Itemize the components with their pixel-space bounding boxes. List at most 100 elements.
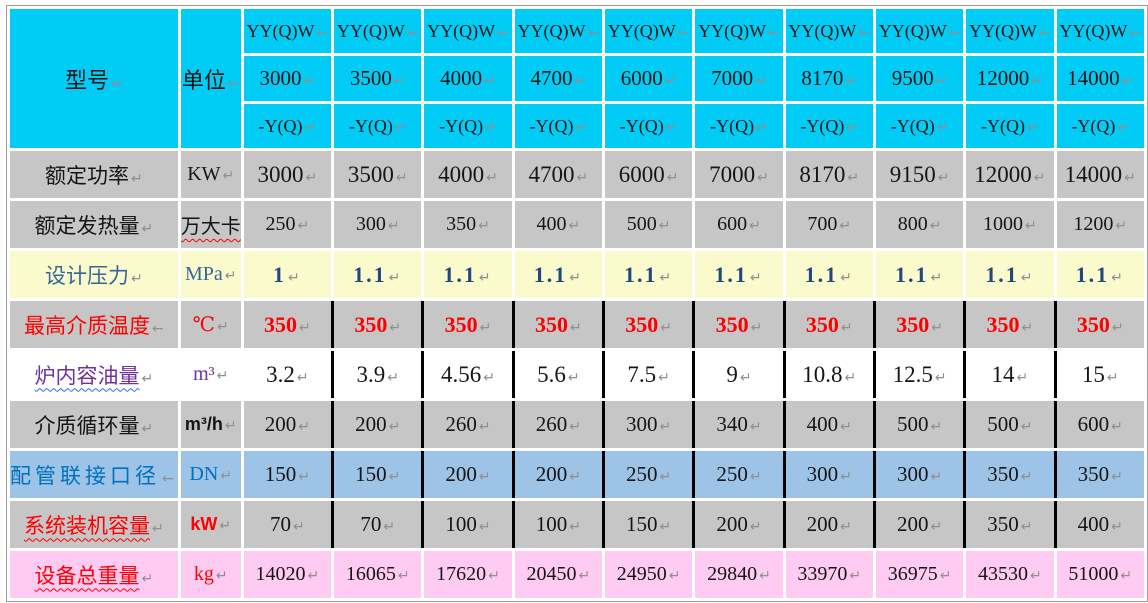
- cell-max-medium-temperature-8170[interactable]: 350 ↵: [785, 301, 873, 348]
- cell-design-pressure-3500[interactable]: 1.1 ↵: [334, 251, 422, 298]
- cell-total-equipment-weight-7000[interactable]: 29840 ↵: [695, 551, 783, 598]
- row-label-pipe-connection-diameter[interactable]: 配管联接口径 ←: [10, 451, 178, 498]
- cell-furnace-oil-volume-8170[interactable]: 10.8 ↵: [785, 351, 873, 398]
- header-series-prefix-7000[interactable]: YY(Q)W ←: [695, 9, 783, 53]
- header-series-suffix-14000[interactable]: -Y(Q) ↵: [1056, 104, 1144, 148]
- cell-system-installed-capacity-4700[interactable]: 100 ↵: [514, 501, 602, 548]
- cell-rated-power-3500[interactable]: 3500 ↵: [334, 151, 422, 198]
- cell-furnace-oil-volume-4000[interactable]: 4.56 ↵: [424, 351, 512, 398]
- cell-medium-circulation-3500[interactable]: 200 ↵: [334, 401, 422, 448]
- cell-max-medium-temperature-4700[interactable]: 350 ↵: [514, 301, 602, 348]
- cell-design-pressure-8170[interactable]: 1.1 ↵: [785, 251, 873, 298]
- cell-pipe-connection-diameter-6000[interactable]: 250 ↵: [604, 451, 693, 498]
- cell-design-pressure-4700[interactable]: 1.1 ↵: [514, 251, 602, 298]
- cell-max-medium-temperature-4000[interactable]: 350 ↵: [424, 301, 512, 348]
- row-label-rated-power[interactable]: 额定功率 ↵: [10, 151, 178, 198]
- cell-medium-circulation-4000[interactable]: 260 ↵: [424, 401, 512, 448]
- cell-rated-power-3000[interactable]: 3000 ↵: [243, 151, 332, 198]
- cell-max-medium-temperature-9500[interactable]: 350 ↵: [875, 301, 964, 348]
- cell-rated-heat-output-8170[interactable]: 700 ↵: [785, 201, 873, 248]
- row-unit-max-medium-temperature[interactable]: ℃ ↵: [180, 301, 241, 348]
- header-series-suffix-12000[interactable]: -Y(Q) ↵: [966, 104, 1054, 148]
- cell-total-equipment-weight-6000[interactable]: 24950 ↵: [604, 551, 693, 598]
- row-label-total-equipment-weight[interactable]: 设备总重量 ↵: [10, 551, 178, 598]
- cell-rated-power-6000[interactable]: 6000 ↵: [604, 151, 693, 198]
- cell-pipe-connection-diameter-8170[interactable]: 300 ↵: [785, 451, 873, 498]
- cell-rated-power-7000[interactable]: 7000 ↵: [695, 151, 783, 198]
- cell-system-installed-capacity-6000[interactable]: 150 ↵: [604, 501, 693, 548]
- cell-rated-heat-output-3000[interactable]: 250 ↵: [243, 201, 332, 248]
- cell-max-medium-temperature-3500[interactable]: 350 ↵: [334, 301, 422, 348]
- cell-furnace-oil-volume-3000[interactable]: 3.2 ↵: [243, 351, 332, 398]
- row-unit-furnace-oil-volume[interactable]: m³ ↵: [180, 351, 241, 398]
- header-model-3500[interactable]: 3500 ↵: [334, 56, 422, 101]
- cell-rated-heat-output-4000[interactable]: 350 ↵: [424, 201, 512, 248]
- cell-rated-heat-output-4700[interactable]: 400 ↵: [514, 201, 602, 248]
- cell-furnace-oil-volume-14000[interactable]: 15 ↵: [1056, 351, 1144, 398]
- cell-system-installed-capacity-7000[interactable]: 200 ↵: [695, 501, 783, 548]
- header-series-prefix-8170[interactable]: YY(Q)W ←: [785, 9, 873, 53]
- cell-total-equipment-weight-12000[interactable]: 43530 ↵: [966, 551, 1054, 598]
- header-model-label[interactable]: 型号 ↵: [10, 9, 178, 148]
- cell-max-medium-temperature-6000[interactable]: 350 ↵: [604, 301, 693, 348]
- header-unit-label[interactable]: 单位 ←: [180, 9, 241, 148]
- header-series-prefix-3500[interactable]: YY(Q)W ←: [334, 9, 422, 53]
- cell-rated-power-14000[interactable]: 14000 ↵: [1056, 151, 1144, 198]
- cell-system-installed-capacity-9500[interactable]: 200 ↵: [875, 501, 964, 548]
- row-unit-pipe-connection-diameter[interactable]: DN ↵: [180, 451, 241, 498]
- cell-rated-heat-output-7000[interactable]: 600 ↵: [695, 201, 783, 248]
- cell-medium-circulation-3000[interactable]: 200 ↵: [243, 401, 332, 448]
- row-unit-medium-circulation[interactable]: m³/h ↵: [180, 401, 241, 448]
- cell-total-equipment-weight-9500[interactable]: 36975 ↵: [875, 551, 964, 598]
- row-label-rated-heat-output[interactable]: 额定发热量 ↵: [10, 201, 178, 248]
- header-series-prefix-4700[interactable]: YY(Q)W ←: [514, 9, 602, 53]
- cell-rated-power-12000[interactable]: 12000 ↵: [966, 151, 1054, 198]
- cell-system-installed-capacity-4000[interactable]: 100 ↵: [424, 501, 512, 548]
- header-series-prefix-9500[interactable]: YY(Q)W ←: [875, 9, 964, 53]
- cell-medium-circulation-12000[interactable]: 500 ↵: [966, 401, 1054, 448]
- cell-rated-power-9500[interactable]: 9150 ↵: [875, 151, 964, 198]
- header-series-prefix-3000[interactable]: YY(Q)W ←: [243, 9, 332, 53]
- cell-medium-circulation-4700[interactable]: 260 ↵: [514, 401, 602, 448]
- cell-system-installed-capacity-8170[interactable]: 200 ↵: [785, 501, 873, 548]
- cell-furnace-oil-volume-4700[interactable]: 5.6 ↵: [514, 351, 602, 398]
- cell-total-equipment-weight-4700[interactable]: 20450 ↵: [514, 551, 602, 598]
- cell-medium-circulation-8170[interactable]: 400 ↵: [785, 401, 873, 448]
- cell-rated-power-4000[interactable]: 4000 ↵: [424, 151, 512, 198]
- cell-rated-heat-output-12000[interactable]: 1000 ↵: [966, 201, 1054, 248]
- header-series-prefix-4000[interactable]: YY(Q)W ←: [424, 9, 512, 53]
- header-series-suffix-4700[interactable]: -Y(Q) ↵: [514, 104, 602, 148]
- cell-pipe-connection-diameter-3000[interactable]: 150 ↵: [243, 451, 332, 498]
- header-model-6000[interactable]: 6000 ↵: [604, 56, 693, 101]
- cell-design-pressure-4000[interactable]: 1.1 ↵: [424, 251, 512, 298]
- cell-design-pressure-14000[interactable]: 1.1 ↵: [1056, 251, 1144, 298]
- header-model-4700[interactable]: 4700 ↵: [514, 56, 602, 101]
- row-unit-total-equipment-weight[interactable]: kg ↵: [180, 551, 241, 598]
- header-series-suffix-7000[interactable]: -Y(Q) ↵: [695, 104, 783, 148]
- row-unit-system-installed-capacity[interactable]: kW ↵: [180, 501, 241, 548]
- header-model-7000[interactable]: 7000 ↵: [695, 56, 783, 101]
- header-model-3000[interactable]: 3000 ↵: [243, 56, 332, 101]
- row-unit-rated-power[interactable]: KW ↵: [180, 151, 241, 198]
- cell-furnace-oil-volume-12000[interactable]: 14 ↵: [966, 351, 1054, 398]
- cell-max-medium-temperature-14000[interactable]: 350 ↵: [1056, 301, 1144, 348]
- cell-total-equipment-weight-14000[interactable]: 51000 ↵: [1056, 551, 1144, 598]
- row-label-medium-circulation[interactable]: 介质循环量 ↵: [10, 401, 178, 448]
- cell-furnace-oil-volume-3500[interactable]: 3.9 ↵: [334, 351, 422, 398]
- header-model-4000[interactable]: 4000 ↵: [424, 56, 512, 101]
- cell-pipe-connection-diameter-4000[interactable]: 200 ↵: [424, 451, 512, 498]
- cell-furnace-oil-volume-7000[interactable]: 9 ↵: [695, 351, 783, 398]
- cell-medium-circulation-9500[interactable]: 500 ↵: [875, 401, 964, 448]
- cell-pipe-connection-diameter-12000[interactable]: 350 ↵: [966, 451, 1054, 498]
- cell-system-installed-capacity-12000[interactable]: 350 ↵: [966, 501, 1054, 548]
- cell-rated-heat-output-6000[interactable]: 500 ↵: [604, 201, 693, 248]
- cell-pipe-connection-diameter-7000[interactable]: 250 ↵: [695, 451, 783, 498]
- cell-total-equipment-weight-3000[interactable]: 14020 ↵: [243, 551, 332, 598]
- header-model-12000[interactable]: 12000 ↵: [966, 56, 1054, 101]
- header-model-14000[interactable]: 14000 ↵: [1056, 56, 1144, 101]
- cell-pipe-connection-diameter-3500[interactable]: 150 ↵: [334, 451, 422, 498]
- cell-pipe-connection-diameter-14000[interactable]: 350 ↵: [1056, 451, 1144, 498]
- cell-pipe-connection-diameter-9500[interactable]: 300 ↵: [875, 451, 964, 498]
- cell-furnace-oil-volume-9500[interactable]: 12.5 ↵: [875, 351, 964, 398]
- cell-rated-heat-output-14000[interactable]: 1200 ↵: [1056, 201, 1144, 248]
